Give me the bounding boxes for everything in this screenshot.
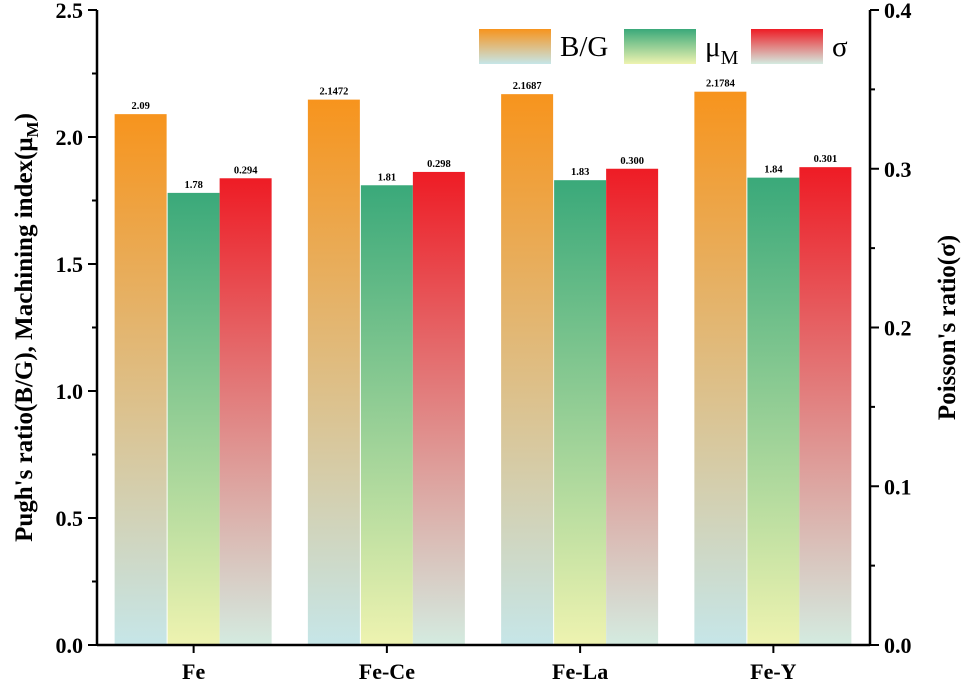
y2-tick-label: 0.2	[884, 316, 912, 341]
bar-μ-Fe	[167, 192, 220, 645]
y-tick-label: 2.0	[56, 125, 84, 150]
bar-μ-Fe-La	[554, 180, 607, 645]
x-tick-label: Fe-La	[552, 659, 608, 684]
data-label: 1.78	[184, 180, 202, 191]
bar-σ-Fe-La	[606, 168, 659, 645]
legend-swatch-B/G	[479, 29, 551, 64]
data-label: 1.84	[764, 165, 783, 176]
data-label: 2.1687	[513, 81, 542, 92]
data-label: 0.298	[427, 159, 451, 170]
bar-B/G-Fe	[114, 114, 167, 645]
data-label: 1.81	[378, 172, 396, 183]
y2-tick-label: 0.1	[884, 474, 912, 499]
legend-label: μM	[705, 31, 739, 69]
legend-label: B/G	[560, 31, 608, 63]
y2-tick-label: 0.3	[884, 157, 912, 182]
y-tick-label: 0.5	[56, 506, 84, 531]
data-label: 1.83	[571, 167, 589, 178]
y-axis-label: Pugh's ratio(B/G), Machining index(μM)	[11, 113, 42, 542]
data-label: 2.1472	[319, 87, 348, 98]
x-tick-label: Fe-Y	[750, 659, 797, 684]
legend-label: σ	[832, 31, 848, 63]
data-label: 0.301	[814, 154, 838, 165]
data-label: 0.294	[234, 165, 258, 176]
data-label: 2.09	[131, 101, 149, 112]
y-tick-label: 0.0	[56, 633, 84, 658]
y2-axis-label: Poisson's ratio(σ)	[934, 235, 961, 420]
x-tick-label: Fe-Ce	[359, 659, 415, 684]
legend-swatch-σ	[751, 29, 823, 64]
y-tick-label: 1.5	[56, 252, 84, 277]
bar-σ-Fe	[219, 178, 272, 645]
bar-σ-Fe-Ce	[412, 171, 465, 646]
bar-B/G-Fe-Y	[694, 91, 747, 645]
x-tick-label: Fe	[182, 659, 205, 684]
y-tick-label: 1.0	[56, 379, 84, 404]
bar-B/G-Fe-La	[501, 94, 554, 645]
bar-σ-Fe-Y	[799, 167, 852, 645]
y2-tick-label: 0.0	[884, 633, 912, 658]
y2-tick-label: 0.4	[884, 0, 912, 23]
data-label: 2.1784	[706, 79, 736, 90]
bar-μ-Fe-Ce	[360, 185, 413, 645]
bar-B/G-Fe-Ce	[307, 99, 360, 645]
y-tick-label: 2.5	[56, 0, 84, 23]
legend-swatch-μ	[624, 29, 696, 64]
data-label: 0.300	[620, 156, 644, 167]
bar-μ-Fe-Y	[747, 177, 800, 645]
legend: B/G μM σ	[479, 29, 848, 69]
